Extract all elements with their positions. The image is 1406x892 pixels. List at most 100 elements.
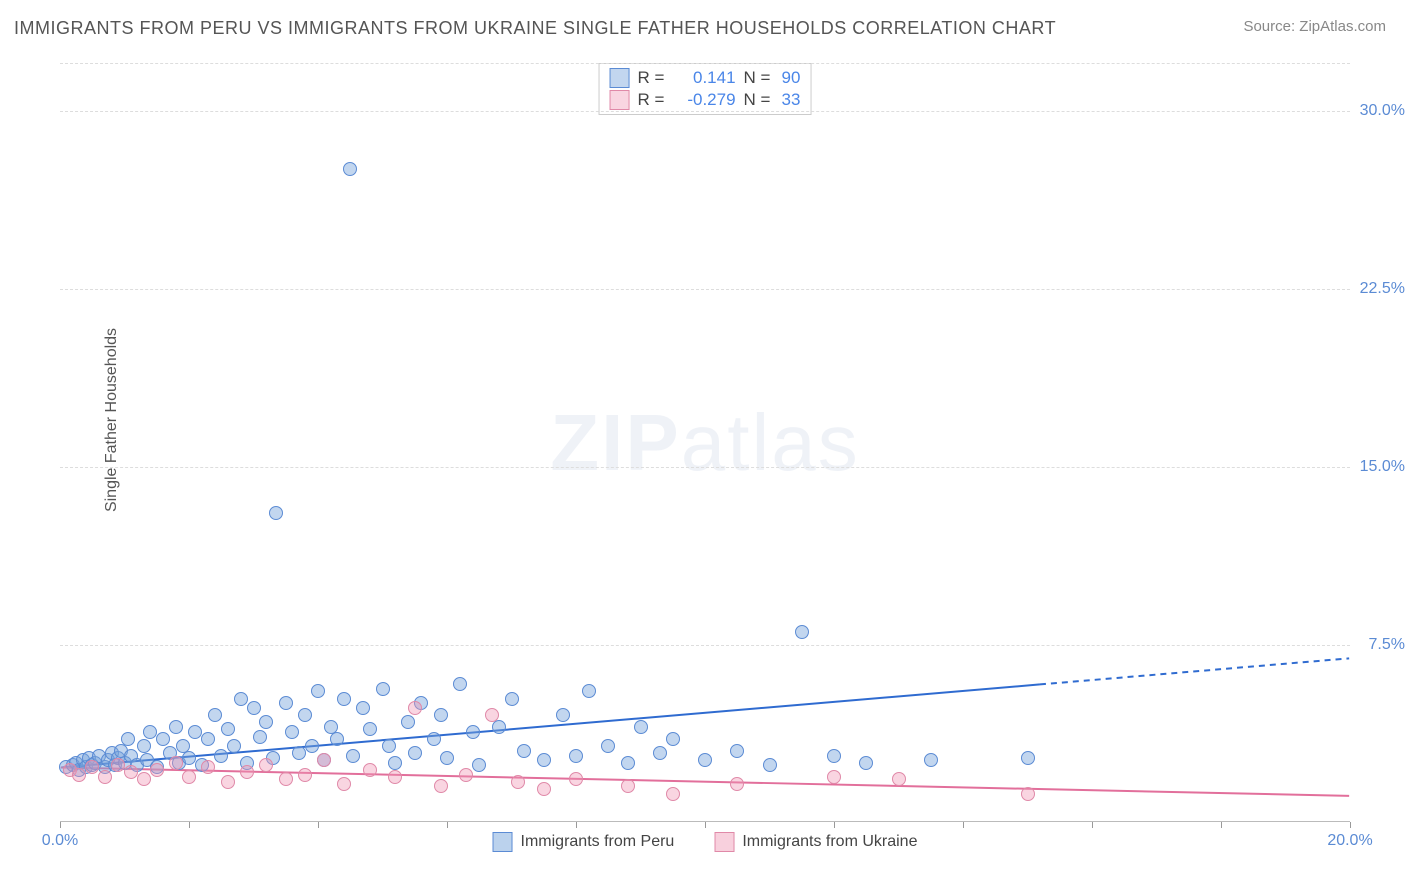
data-point-ukraine [169,756,183,770]
data-point-peru [292,746,306,760]
x-tick [189,822,190,828]
data-point-ukraine [298,768,312,782]
data-point-peru [859,756,873,770]
n-label-ukraine: N = [744,90,774,110]
data-point-peru [363,722,377,736]
data-point-peru [698,753,712,767]
data-point-ukraine [317,753,331,767]
n-value-peru: 90 [782,68,801,88]
data-point-ukraine [459,768,473,782]
x-tick [60,822,61,828]
data-point-ukraine [730,777,744,791]
legend-row-peru: R = 0.141 N = 90 [610,68,801,88]
data-point-peru [634,720,648,734]
data-point-peru [440,751,454,765]
data-point-ukraine [408,701,422,715]
data-point-peru [188,725,202,739]
data-point-peru [269,506,283,520]
data-point-peru [234,692,248,706]
data-point-peru [763,758,777,772]
data-point-ukraine [111,758,125,772]
data-point-ukraine [182,770,196,784]
data-point-peru [569,749,583,763]
data-point-peru [346,749,360,763]
data-point-peru [253,730,267,744]
legend-swatch-ukraine [610,90,630,110]
data-point-ukraine [279,772,293,786]
data-point-ukraine [150,763,164,777]
gridline [60,289,1350,290]
legend-item-ukraine: Immigrants from Ukraine [714,832,917,852]
trend-line [1040,658,1349,684]
n-value-ukraine: 33 [782,90,801,110]
data-point-peru [121,732,135,746]
data-point-ukraine [98,770,112,784]
x-tick [447,822,448,828]
data-point-peru [208,708,222,722]
r-label-ukraine: R = [638,90,668,110]
source-label: Source: ZipAtlas.com [1243,18,1386,35]
data-point-peru [453,677,467,691]
gridline [60,63,1350,64]
trend-line [61,684,1040,767]
x-tick-label: 20.0% [1327,832,1372,850]
legend-row-ukraine: R = -0.279 N = 33 [610,90,801,110]
data-point-ukraine [72,768,86,782]
data-point-peru [434,708,448,722]
data-point-ukraine [666,787,680,801]
data-point-ukraine [363,763,377,777]
data-point-peru [227,739,241,753]
data-point-peru [730,744,744,758]
data-point-ukraine [485,708,499,722]
y-tick-label: 7.5% [1369,636,1405,654]
data-point-peru [924,753,938,767]
data-point-peru [382,739,396,753]
data-point-peru [795,625,809,639]
data-point-peru [169,720,183,734]
x-tick-label: 0.0% [42,832,78,850]
data-point-peru [621,756,635,770]
data-point-peru [408,746,422,760]
trend-line [61,767,1349,795]
series-legend: Immigrants from Peru Immigrants from Ukr… [493,832,918,852]
data-point-ukraine [434,779,448,793]
legend-label-peru: Immigrants from Peru [521,833,675,851]
data-point-peru [472,758,486,772]
data-point-peru [221,722,235,736]
chart-title: IMMIGRANTS FROM PERU VS IMMIGRANTS FROM … [14,18,1056,39]
data-point-ukraine [337,777,351,791]
data-point-peru [214,749,228,763]
data-point-peru [311,684,325,698]
data-point-ukraine [240,765,254,779]
data-point-peru [556,708,570,722]
chart-container: IMMIGRANTS FROM PERU VS IMMIGRANTS FROM … [0,0,1406,892]
legend-label-ukraine: Immigrants from Ukraine [742,833,917,851]
data-point-peru [427,732,441,746]
watermark-bold: ZIP [550,398,680,487]
data-point-peru [182,751,196,765]
data-point-peru [285,725,299,739]
data-point-peru [137,739,151,753]
data-point-peru [376,682,390,696]
data-point-peru [653,746,667,760]
gridline [60,467,1350,468]
data-point-peru [827,749,841,763]
x-tick [1221,822,1222,828]
data-point-peru [388,756,402,770]
data-point-peru [279,696,293,710]
data-point-peru [247,701,261,715]
legend-item-peru: Immigrants from Peru [493,832,675,852]
data-point-ukraine [621,779,635,793]
data-point-peru [517,744,531,758]
data-point-peru [1021,751,1035,765]
data-point-peru [259,715,273,729]
n-label-peru: N = [744,68,774,88]
x-tick [705,822,706,828]
data-point-peru [601,739,615,753]
data-point-peru [666,732,680,746]
data-point-peru [337,692,351,706]
data-point-peru [143,725,157,739]
y-tick-label: 22.5% [1360,280,1405,298]
watermark-light: atlas [681,398,860,487]
data-point-ukraine [892,772,906,786]
